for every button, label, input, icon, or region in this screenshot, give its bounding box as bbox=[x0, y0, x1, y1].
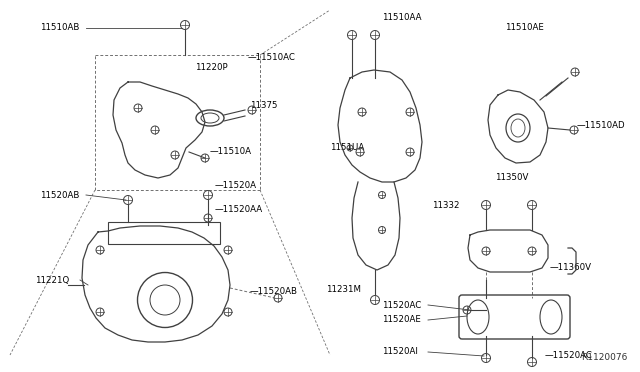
Text: 1151UA: 1151UA bbox=[330, 144, 364, 153]
Text: 11520AI: 11520AI bbox=[382, 347, 418, 356]
Text: 11220P: 11220P bbox=[195, 64, 228, 73]
Text: 11510AE: 11510AE bbox=[505, 23, 544, 32]
Text: 11332: 11332 bbox=[432, 201, 460, 209]
Text: —11520A: —11520A bbox=[215, 180, 257, 189]
Text: —11510A: —11510A bbox=[210, 148, 252, 157]
Text: 11520AB: 11520AB bbox=[40, 190, 79, 199]
Text: 11520AC: 11520AC bbox=[382, 301, 421, 310]
Text: 11520AE: 11520AE bbox=[382, 315, 421, 324]
Text: 11510AB: 11510AB bbox=[40, 23, 79, 32]
Text: 11375: 11375 bbox=[250, 100, 278, 109]
Text: 11221Q: 11221Q bbox=[35, 276, 69, 285]
Text: —11520AB: —11520AB bbox=[250, 288, 298, 296]
Text: —11520AC: —11520AC bbox=[545, 350, 593, 359]
Text: —11360V: —11360V bbox=[550, 263, 592, 273]
Text: 11510AA: 11510AA bbox=[382, 13, 422, 22]
Text: 11231M: 11231M bbox=[326, 285, 361, 295]
Text: R1120076: R1120076 bbox=[582, 353, 628, 362]
Text: —11510AC: —11510AC bbox=[248, 54, 296, 62]
Text: —11510AD: —11510AD bbox=[577, 121, 626, 129]
Text: —11520AA: —11520AA bbox=[215, 205, 263, 215]
Text: 11350V: 11350V bbox=[495, 173, 529, 183]
